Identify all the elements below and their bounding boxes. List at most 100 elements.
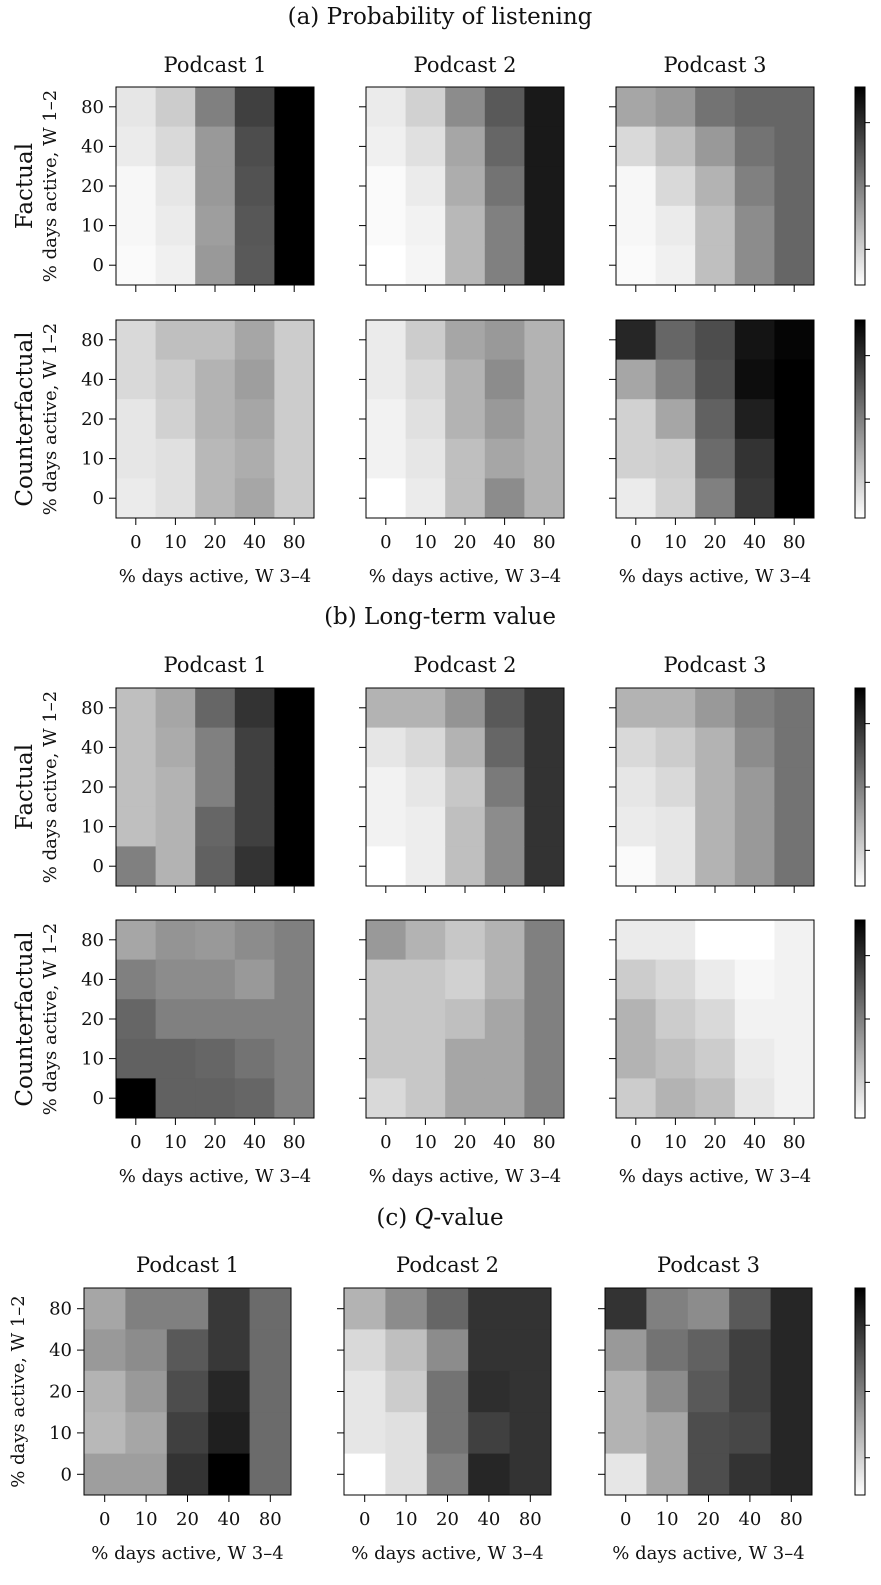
heatmap-cell — [646, 1412, 689, 1455]
heatmap-cell — [524, 166, 565, 207]
heatmap-cell — [770, 1453, 813, 1496]
heatmap-cell — [774, 126, 815, 167]
heatmap-cell — [484, 87, 525, 128]
heatmap-cell — [445, 478, 486, 519]
heatmap-cell — [234, 846, 275, 887]
heatmap-cell — [484, 846, 525, 887]
heatmap-counterfactual: 0 10 20 40 80 % days active, W 3–4 — [609, 919, 815, 1187]
heatmap-cell — [116, 846, 157, 887]
y-tick-label: 0 — [93, 488, 104, 509]
x-tick-label: 0 — [130, 532, 141, 553]
heatmap-cell — [344, 1329, 386, 1372]
heatmap-cell — [195, 87, 236, 128]
heatmap-cell — [195, 205, 236, 246]
heatmap-cell — [426, 1453, 469, 1496]
heatmap-cell — [695, 806, 736, 847]
colorbar-gradient — [854, 919, 866, 1119]
heatmap-cell — [616, 688, 657, 729]
y-axis-label: % days active, W 1–2 — [40, 691, 61, 883]
heatmap-cell — [155, 959, 196, 1000]
heatmap-cell — [166, 1288, 209, 1330]
heatmap-cell — [484, 205, 525, 246]
heatmap-cell — [695, 245, 736, 286]
heatmap-cell — [468, 1412, 511, 1455]
heatmap-cell — [695, 846, 736, 887]
heatmap-cell — [524, 399, 565, 440]
x-tick-label: 40 — [243, 532, 266, 553]
x-tick-label: 20 — [204, 1132, 227, 1153]
heatmap-cell — [125, 1329, 168, 1372]
heatmap-counterfactual: 0 10 20 40 80 % days active, W 3–4 — [359, 919, 565, 1187]
heatmap-cell — [234, 920, 275, 961]
heatmap-cell — [655, 359, 696, 400]
heatmap-single: 0 10 20 40 80 % days active, W 3–4 — [598, 1287, 813, 1564]
heatmap-cell — [734, 478, 775, 519]
y-tick-label: 40 — [81, 737, 104, 758]
heatmap-cell — [729, 1288, 772, 1330]
heatmap-cell — [655, 245, 696, 286]
heatmap-cell — [734, 1038, 775, 1079]
heatmap-cell — [734, 727, 775, 768]
heatmap-cell — [524, 767, 565, 808]
heatmap-cell — [234, 806, 275, 847]
heatmap-factual — [609, 687, 815, 893]
x-tick-label: 20 — [454, 532, 477, 553]
heatmap-cell — [445, 205, 486, 246]
heatmap-cell — [234, 999, 275, 1040]
colorbar — [854, 1287, 870, 1496]
heatmap-cell — [116, 166, 157, 207]
heatmap-cell — [234, 320, 275, 361]
heatmap-cell — [116, 688, 157, 729]
heatmap-cell — [274, 999, 315, 1040]
heatmap-cell — [405, 806, 446, 847]
heatmap-cell — [774, 999, 815, 1040]
heatmap-cell — [155, 166, 196, 207]
y-tick-label: 40 — [81, 136, 104, 157]
heatmap-cell — [734, 1078, 775, 1119]
heatmap-cell — [734, 846, 775, 887]
heatmap-cell — [774, 846, 815, 887]
heatmap-cell — [445, 999, 486, 1040]
heatmap-cell — [405, 87, 446, 128]
heatmap-cell — [366, 1078, 407, 1119]
panel-title: Podcast 2 — [396, 1253, 499, 1277]
heatmap-cell — [774, 399, 815, 440]
heatmap-cell — [484, 959, 525, 1000]
x-axis-label: % days active, W 3–4 — [119, 1166, 311, 1187]
heatmap-cell — [616, 1038, 657, 1079]
heatmap-cell — [445, 767, 486, 808]
heatmap-cell — [524, 806, 565, 847]
x-tick-label: 10 — [664, 532, 687, 553]
heatmap-cell — [166, 1453, 209, 1496]
heatmap-cell — [729, 1329, 772, 1372]
heatmap-cell — [195, 767, 236, 808]
heatmap-cell — [125, 1288, 168, 1330]
x-tick-label: 0 — [380, 532, 391, 553]
colorbar-gradient — [854, 1287, 866, 1496]
y-tick-label: 10 — [81, 1049, 104, 1070]
heatmap-cell — [385, 1370, 428, 1413]
heatmap-cell — [616, 478, 657, 519]
heatmap-cell — [366, 727, 407, 768]
heatmap-cell — [655, 166, 696, 207]
heatmap-cell — [116, 399, 157, 440]
heatmap-cell — [366, 399, 407, 440]
heatmap-cell — [445, 920, 486, 961]
y-tick-label: 10 — [81, 216, 104, 237]
heatmap-cell — [484, 399, 525, 440]
heatmap-cell — [734, 359, 775, 400]
heatmap-cell — [774, 438, 815, 479]
heatmap-cell — [155, 245, 196, 286]
x-tick-label: 20 — [454, 1132, 477, 1153]
x-tick-label: 20 — [204, 532, 227, 553]
heatmap-cell — [509, 1370, 552, 1413]
heatmap-cell — [426, 1412, 469, 1455]
heatmap-cell — [524, 1038, 565, 1079]
x-tick-label: 80 — [283, 1132, 306, 1153]
heatmap-cell — [366, 959, 407, 1000]
heatmap-cell — [274, 205, 315, 246]
heatmap-cell — [445, 320, 486, 361]
heatmap-cell — [774, 727, 815, 768]
heatmap-cell — [774, 1038, 815, 1079]
heatmap-cell — [468, 1370, 511, 1413]
